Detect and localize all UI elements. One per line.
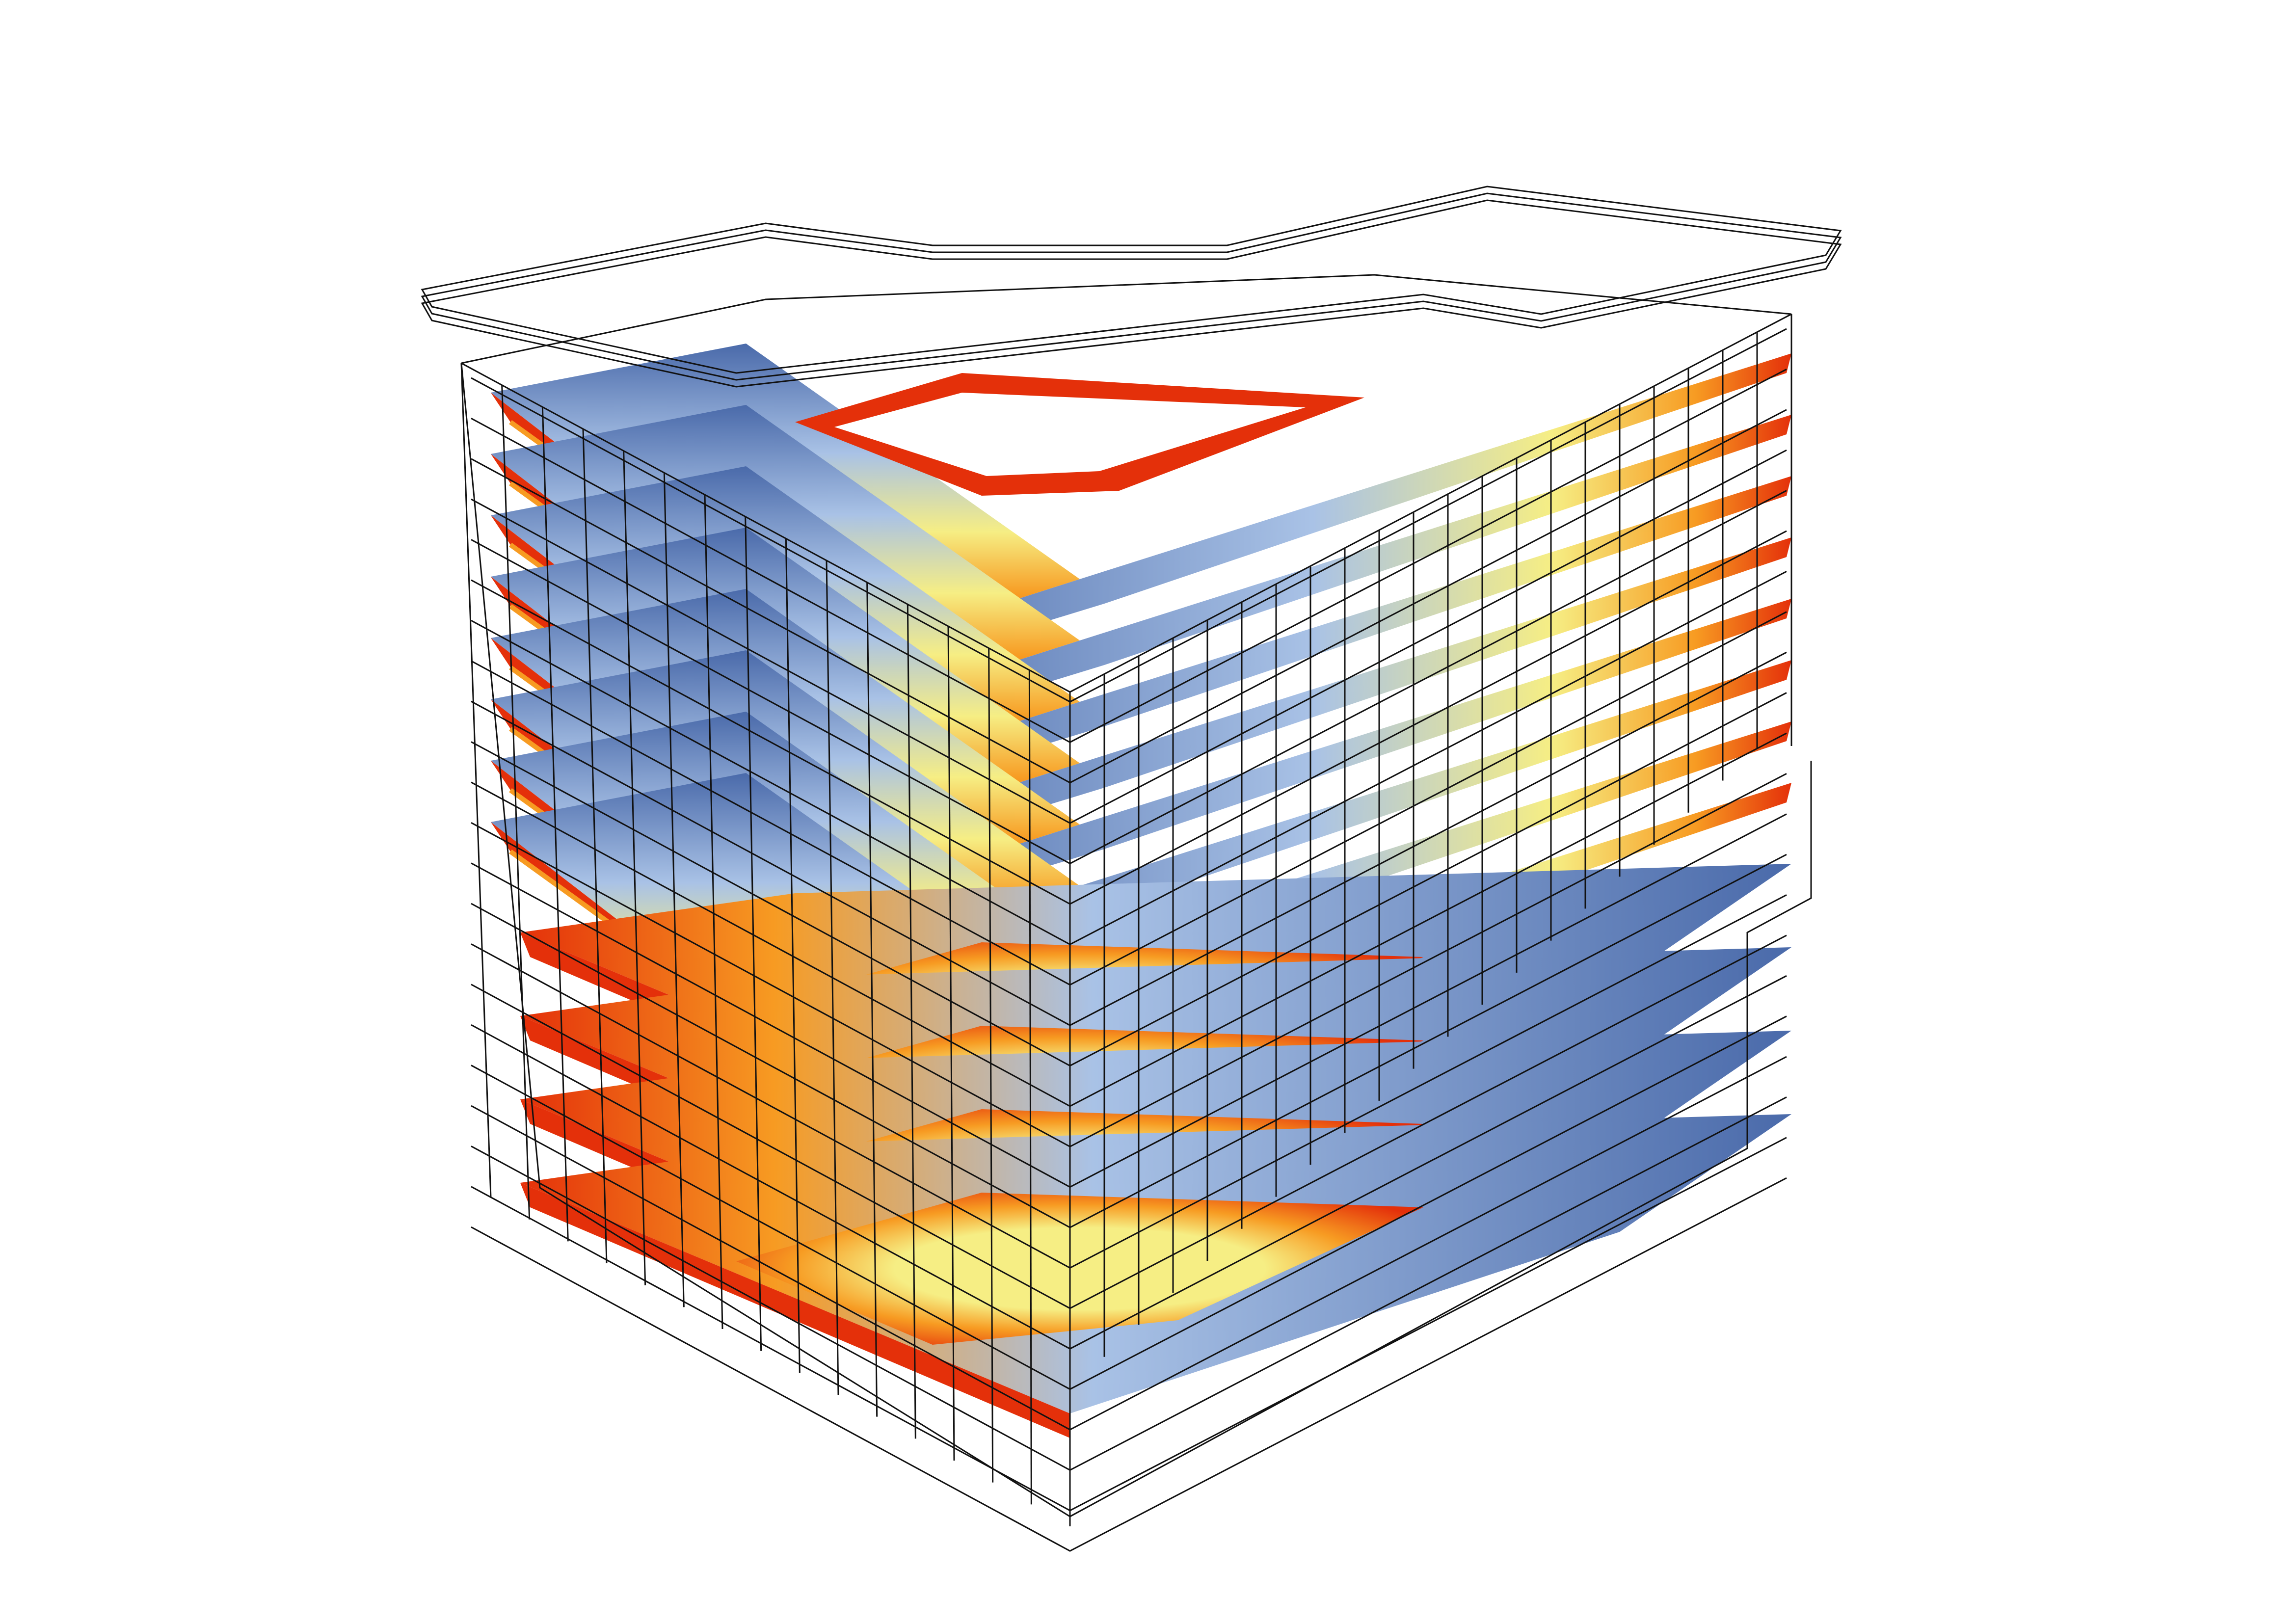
floor-zone-east (834, 353, 1791, 677)
east-lower-edge (1069, 761, 1812, 1518)
mullion-west (663, 473, 685, 1307)
west-corner-edge (460, 363, 1070, 1518)
roof-canopy-outline (421, 199, 1842, 388)
mullion-west (826, 560, 839, 1395)
mullion-west (704, 494, 723, 1330)
mullion-west (501, 385, 531, 1220)
mullion-west (460, 363, 492, 1198)
floor-slabs-group (491, 344, 1791, 1438)
mullion-west (866, 582, 878, 1417)
floor-line (471, 1177, 1787, 1552)
mullion-west (541, 407, 569, 1242)
mullion-west (785, 538, 801, 1373)
mullion-west (745, 516, 762, 1351)
top-edge-back (461, 274, 1792, 364)
mullion-west (988, 648, 994, 1483)
roof-canopy-outline (421, 192, 1842, 381)
floor-zone-core (736, 1193, 1423, 1345)
floor-zone-east (834, 415, 1791, 739)
roof-canopy-outline (421, 186, 1842, 374)
atrium-void (834, 393, 1306, 476)
mullion-west (582, 428, 608, 1264)
mullion-west (907, 604, 916, 1439)
floor-zone-east (834, 599, 1791, 923)
mullion-west (623, 451, 646, 1285)
mullion-west (947, 626, 955, 1461)
floor-zone-east (834, 476, 1791, 800)
mullion-west (1028, 670, 1032, 1505)
wireframe-group (421, 186, 1842, 1552)
